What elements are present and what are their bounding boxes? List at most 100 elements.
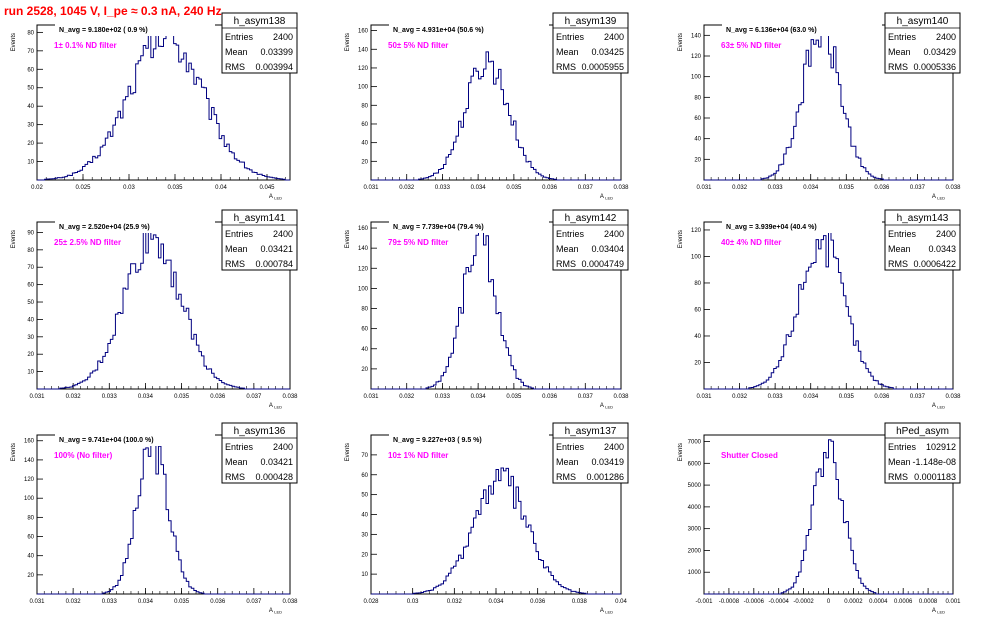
histogram-panel: 0.031 0.032 0.033 0.034 0.035 0.036 0.037 0.038… <box>345 12 629 201</box>
y-tick-label: 120 <box>691 54 702 60</box>
y-axis-label: Events <box>678 33 684 51</box>
y-tick-label: 80 <box>27 248 34 254</box>
stats-box <box>552 422 629 484</box>
x-tick-label: 0.031 <box>696 394 712 400</box>
x-tick-label: 0.038 <box>945 394 961 400</box>
y-tick-label: 80 <box>27 30 34 36</box>
x-tick-label: 0.032 <box>399 394 415 400</box>
x-tick-label: 0.037 <box>246 599 262 605</box>
stats-label: Entries <box>556 442 585 452</box>
stats-value: 0.000784 <box>255 259 293 269</box>
histogram-panel: 0.031 0.032 0.033 0.034 0.035 0.036 0.037 0.038… <box>11 422 298 615</box>
stats-value: 0.03421 <box>260 457 293 467</box>
stats-value: 2400 <box>604 442 624 452</box>
x-tick-label: 0.034 <box>803 185 819 191</box>
y-tick-label: 20 <box>694 157 701 163</box>
navg-box <box>389 434 549 446</box>
y-tick-label: 70 <box>27 49 34 55</box>
stats-value: 2400 <box>273 32 293 42</box>
histogram-panel: 0.031 0.032 0.033 0.034 0.035 0.036 0.037 0.038… <box>678 209 961 410</box>
x-axis-label: A LED <box>269 608 282 615</box>
navg-box <box>722 24 882 36</box>
stats-value: 0.0004749 <box>581 259 624 269</box>
x-tick-label: 0.031 <box>363 394 379 400</box>
x-tick-label: 0.038 <box>613 394 629 400</box>
y-tick-label: 20 <box>361 159 368 165</box>
stats-label: Mean <box>225 457 248 467</box>
x-tick-label: 0.033 <box>768 185 784 191</box>
x-tick-label: 0.031 <box>696 185 712 191</box>
stats-title: h_asym141 <box>234 213 286 224</box>
stats-label: RMS <box>888 62 908 72</box>
y-tick-label: 80 <box>361 103 368 109</box>
x-tick-label: 0.034 <box>138 394 154 400</box>
x-tick-label: 0.031 <box>29 599 45 605</box>
stats-label: Mean <box>888 244 911 254</box>
x-tick-label: 0.036 <box>210 599 226 605</box>
histogram-series-line <box>37 439 290 595</box>
x-tick-label: 0.037 <box>910 394 926 400</box>
x-tick-label: 0.025 <box>75 185 91 191</box>
histogram-series-line <box>704 229 953 390</box>
x-tick-label: 0.037 <box>246 394 262 400</box>
x-tick-label: 0.032 <box>732 394 748 400</box>
histogram-series-line <box>37 226 290 390</box>
histogram-panel: 0.028 0.03 0.032 0.034 0.036 0.038 0.04 10 20 30 4… <box>345 422 629 615</box>
x-tick-label: 0.0002 <box>844 599 863 605</box>
y-tick-label: 1000 <box>688 570 702 576</box>
stats-title: h_asym136 <box>234 426 286 437</box>
stats-value: 0.03429 <box>923 47 956 57</box>
navg-box <box>389 24 549 36</box>
x-tick-label: 0.035 <box>174 394 190 400</box>
y-tick-label: 2000 <box>688 548 702 554</box>
x-tick-label: 0.0004 <box>869 599 888 605</box>
x-axis-label: A LED <box>932 403 945 410</box>
x-tick-label: -0.0004 <box>769 599 790 605</box>
x-tick-label: 0.036 <box>874 185 890 191</box>
stats-label: RMS <box>556 62 576 72</box>
y-tick-label: 40 <box>694 334 701 340</box>
y-tick-label: 5000 <box>688 483 702 489</box>
y-tick-label: 140 <box>24 458 35 464</box>
x-tick-label: 0.032 <box>66 394 82 400</box>
x-tick-label: 0.02 <box>31 185 43 191</box>
x-tick-label: 0.035 <box>174 599 190 605</box>
y-tick-label: 100 <box>691 75 702 81</box>
y-tick-label: 160 <box>24 439 35 445</box>
y-tick-label: 40 <box>694 137 701 143</box>
stats-box <box>552 12 629 74</box>
stats-label: Mean <box>556 457 579 467</box>
y-tick-label: 80 <box>694 281 701 287</box>
y-tick-label: 60 <box>361 473 368 479</box>
x-tick-label: -0.0006 <box>744 599 765 605</box>
y-tick-label: 20 <box>27 141 34 147</box>
stats-value: 2400 <box>604 32 624 42</box>
stats-title: h_asym139 <box>565 16 617 27</box>
x-tick-label: 0.035 <box>506 394 522 400</box>
x-tick-label: 0.038 <box>945 185 961 191</box>
stats-label: Mean <box>225 244 248 254</box>
y-tick-label: 10 <box>27 160 34 166</box>
x-tick-label: 0.03 <box>123 185 135 191</box>
y-tick-label: 100 <box>24 496 35 502</box>
stats-value: 0.03399 <box>260 47 293 57</box>
x-tick-label: 0.038 <box>613 185 629 191</box>
x-tick-label: -0.001 <box>695 599 713 605</box>
x-tick-label: 0.034 <box>803 394 819 400</box>
y-tick-label: 60 <box>27 67 34 73</box>
stats-value: -1.148e-08 <box>912 457 956 467</box>
filter-annotation: 63± 5% ND filter <box>721 41 781 50</box>
run-title: run 2528, 1045 V, I_pe ≈ 0.3 nA, 240 Hz <box>4 4 222 18</box>
stats-title: hPed_asym <box>896 426 949 437</box>
y-tick-label: 60 <box>27 535 34 541</box>
stats-label: Mean <box>556 244 579 254</box>
stats-value: 0.03404 <box>591 244 624 254</box>
y-axis-label: Events <box>11 33 17 51</box>
y-axis-label: Events <box>678 443 684 461</box>
y-tick-label: 40 <box>27 554 34 560</box>
y-tick-label: 60 <box>361 122 368 128</box>
x-tick-label: 0.03 <box>407 599 419 605</box>
x-tick-label: 0.035 <box>506 185 522 191</box>
x-tick-label: 0.034 <box>138 599 154 605</box>
stats-label: Entries <box>556 32 585 42</box>
